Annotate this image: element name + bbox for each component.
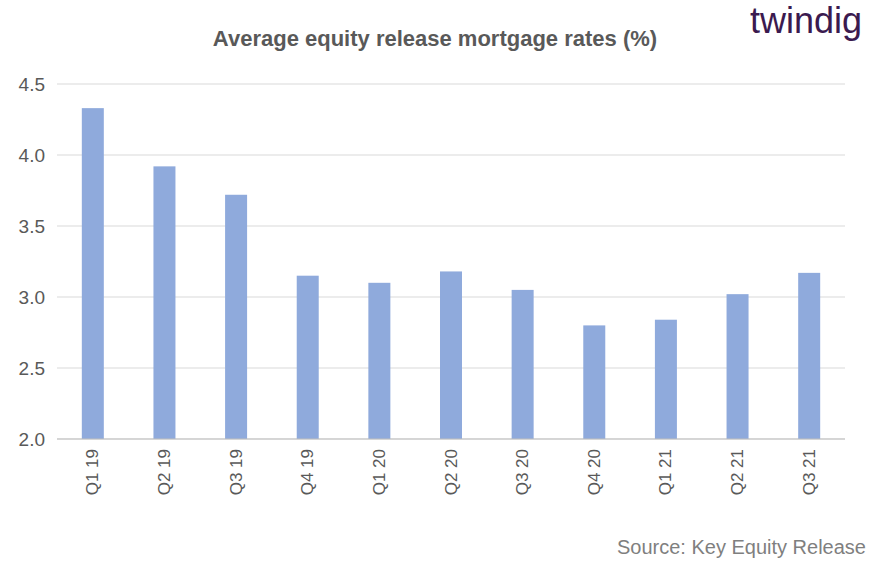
grid	[57, 84, 845, 439]
y-tick-label: 2.0	[19, 429, 45, 450]
bars	[82, 108, 820, 439]
bar	[297, 276, 319, 439]
x-tick-label: Q2 19	[155, 449, 174, 495]
grid-line	[57, 84, 845, 85]
title: Average equity release mortgage rates (%…	[213, 26, 657, 51]
bar	[583, 325, 605, 439]
y-tick-label: 3.0	[19, 287, 45, 308]
x-tick-label: Q3 19	[227, 449, 246, 495]
x-tick-label: Q2 21	[728, 449, 747, 495]
bar	[798, 273, 820, 439]
x-tick-label: Q1 20	[370, 449, 389, 495]
bar	[225, 195, 247, 439]
bar	[727, 294, 749, 439]
x-tick-label: Q1 21	[656, 449, 675, 495]
y-tick-label: 2.5	[19, 358, 45, 379]
y-tick-label: 4.0	[19, 145, 45, 166]
x-tick-label: Q4 20	[585, 449, 604, 495]
x-tick-label: Q2 20	[442, 449, 461, 495]
bar	[655, 320, 677, 439]
source: Source: Key Equity Release	[617, 536, 866, 558]
y-tick-label: 4.5	[19, 74, 45, 95]
logo: twindig	[750, 0, 862, 41]
bar	[153, 166, 175, 439]
grid-line	[57, 155, 845, 156]
chart-svg: Average equity release mortgage rates (%…	[0, 0, 896, 575]
chart-container: Average equity release mortgage rates (%…	[0, 0, 896, 575]
grid-line	[57, 439, 845, 440]
x-tick-label: Q4 19	[298, 449, 317, 495]
bar	[512, 290, 534, 439]
bar	[82, 108, 104, 439]
x-tick-label: Q3 20	[513, 449, 532, 495]
bar	[440, 271, 462, 439]
bar	[368, 283, 390, 439]
x-axis-line	[57, 439, 845, 440]
x-tick-label: Q3 21	[800, 449, 819, 495]
y-tick-label: 3.5	[19, 216, 45, 237]
x-tick-label: Q1 19	[83, 449, 102, 495]
